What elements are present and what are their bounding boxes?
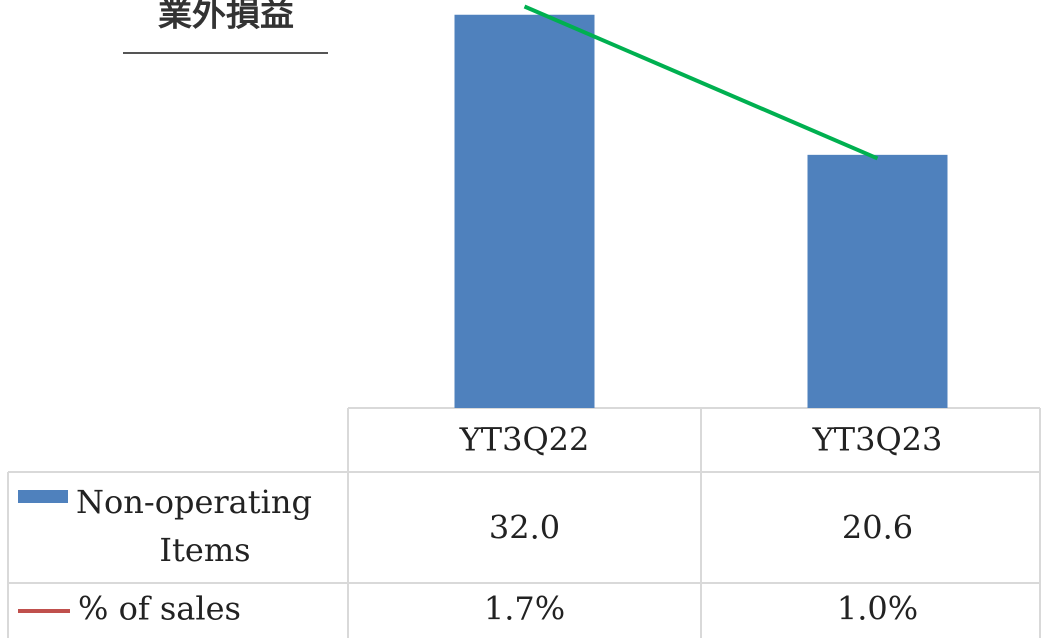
legend-label: Non-operating Items xyxy=(76,483,312,569)
bar xyxy=(807,154,948,408)
table-value: 32.0 xyxy=(489,509,560,547)
table-value: 20.6 xyxy=(842,509,913,547)
legend-label: % of sales xyxy=(78,590,241,628)
category-label: YT3Q22 xyxy=(459,421,590,459)
table-value: 1.0% xyxy=(837,590,918,628)
category-label: YT3Q23 xyxy=(812,421,943,459)
table-value: 1.7% xyxy=(484,590,565,628)
line xyxy=(523,4,879,161)
chart-title: 業外損益 xyxy=(158,0,294,35)
bar xyxy=(454,14,595,409)
legend-swatch xyxy=(18,490,68,503)
